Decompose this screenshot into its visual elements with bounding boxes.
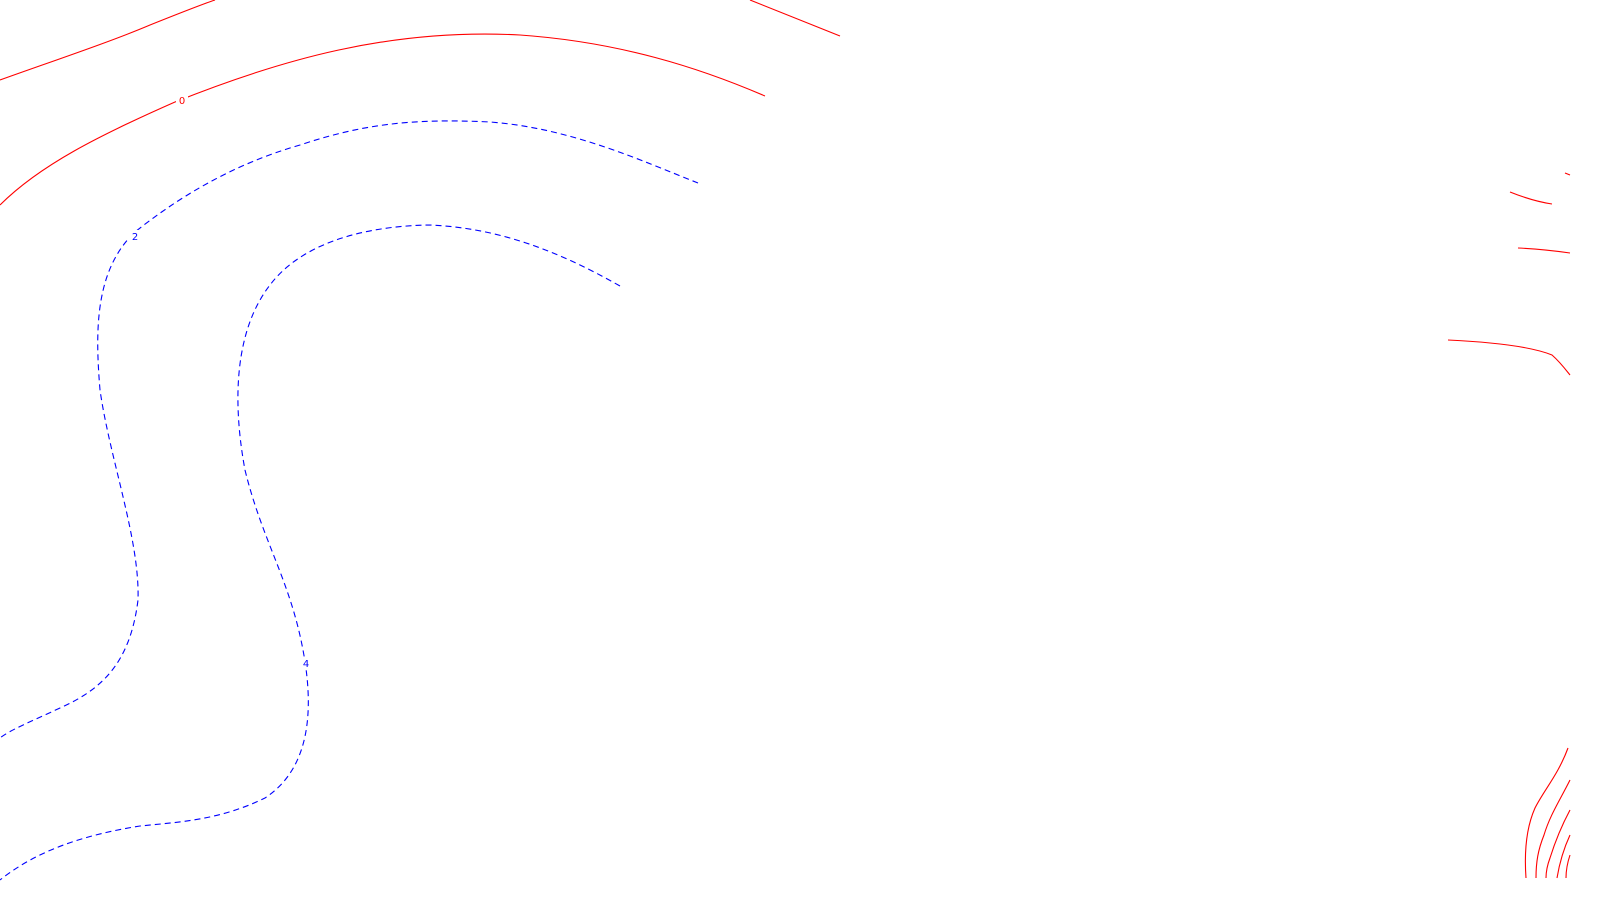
contour-line-four [0,224,621,881]
contour-line-red-fan-4 [1556,834,1571,879]
contour-line-red-fan-2 [1535,779,1571,879]
contour-label-four-text: 4 [303,659,309,670]
contour-line-zero [0,33,766,206]
contour-label-four: 4 [300,657,312,670]
contour-line-red-top-right [749,0,841,37]
contour-label-two: 2 [129,230,141,243]
contour-line-red-fan-3 [1545,809,1571,879]
contour-label-zero: 0 [176,94,188,107]
contour-line-two [0,120,699,739]
contour-line-red-fan-5 [1565,854,1571,879]
contour-line-red-right-3 [1517,247,1571,254]
contour-line-red-right-1 [1564,172,1571,176]
contour-line-red-top [0,0,216,81]
contour-line-red-right-2 [1509,191,1553,205]
contour-line-red-fan-1 [1524,747,1569,879]
contour-label-zero-text: 0 [179,96,185,107]
contour-line-red-right-4 [1447,339,1571,376]
contour-label-two-text: 2 [132,232,138,243]
